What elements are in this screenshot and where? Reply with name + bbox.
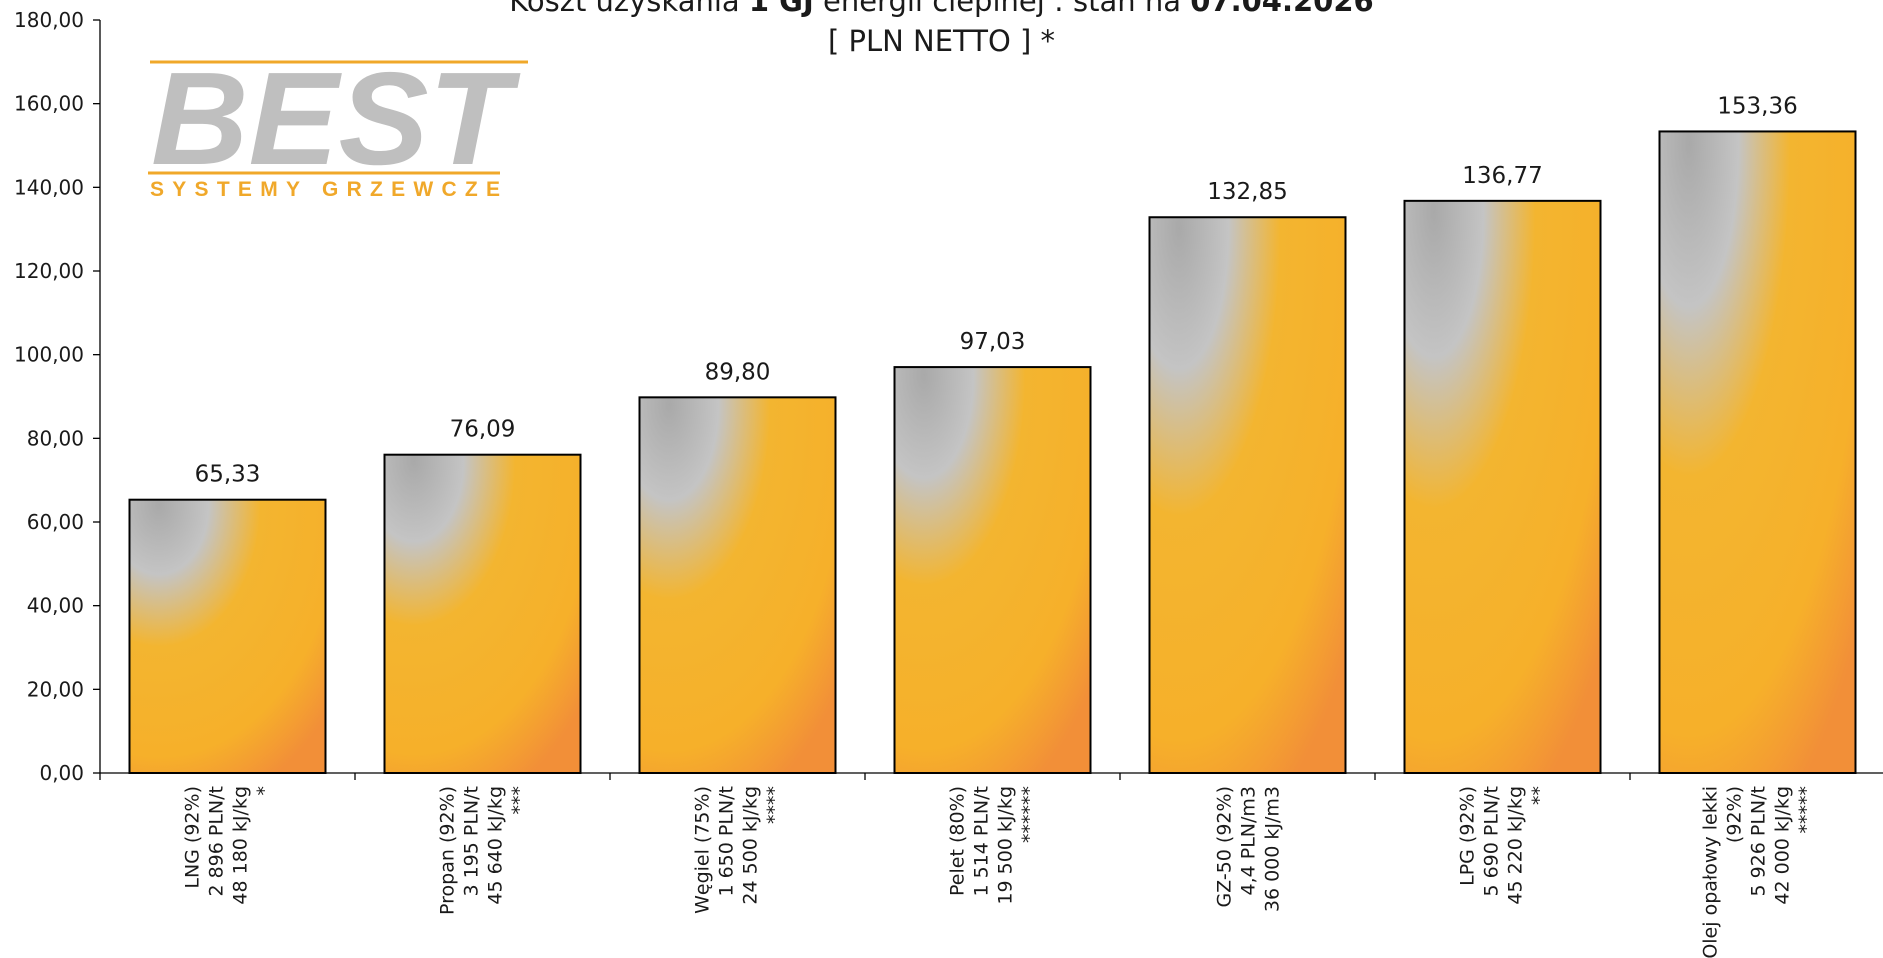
category-label: LNG (92%) 2 896 PLN/t 48 180 kJ/kg *: [182, 786, 276, 905]
y-tick-label: 160,00: [14, 92, 84, 116]
data-label: 76,09: [450, 417, 516, 443]
bar: [638, 396, 837, 774]
y-tick-label: 180,00: [14, 8, 84, 32]
category-label-line: LNG (92%): [182, 786, 204, 889]
y-tick-label: 140,00: [14, 175, 84, 199]
category-label-line: 1 514 PLN/t: [971, 786, 993, 897]
category-label-line: Pelet (80%): [947, 786, 969, 896]
bars: [128, 130, 1857, 775]
y-tick-label: 40,00: [27, 594, 84, 618]
category-label-line: ***: [509, 786, 531, 815]
data-label: 89,80: [705, 359, 771, 385]
category-label-line: 1 650 PLN/t: [716, 786, 738, 897]
category-label-line: (92%): [1724, 786, 1746, 843]
category-label-line: 36 000 kJ/m3: [1262, 786, 1284, 912]
category-label-line: ******: [1019, 786, 1041, 843]
logo-wordmark: BEST: [151, 60, 521, 192]
data-label: 153,36: [1717, 93, 1797, 119]
category-label: Węgiel (75%) 1 650 PLN/t 24 500 kJ/kg ****: [692, 786, 786, 914]
value-labels: 65,33 76,09 89,80 97,03 132,85 136,77 153,36: [195, 93, 1798, 487]
category-label-line: 24 500 kJ/kg: [740, 786, 762, 905]
logo-tagline: SYSTEMY GRZEWCZE: [150, 178, 500, 200]
y-tick-label: 60,00: [27, 510, 84, 534]
title-unit: 1 GJ: [748, 0, 814, 18]
title-prefix: Koszt uzyskania: [509, 0, 749, 18]
category-label: Pelet (80%) 1 514 PLN/t 19 500 kJ/kg ******: [947, 786, 1041, 905]
category-label-line: ****: [764, 786, 786, 824]
category-labels: LNG (92%) 2 896 PLN/t 48 180 kJ/kg * Propan …: [182, 786, 1818, 958]
bar: [1658, 130, 1857, 775]
data-label: 136,77: [1462, 163, 1542, 189]
category-label-line: 5 690 PLN/t: [1481, 786, 1503, 897]
data-label: 65,33: [195, 462, 261, 488]
y-axis: 0,00 20,00 40,00 60,00 80,00 100,00 120,00 140,…: [14, 8, 101, 785]
category-label-line: Węgiel (75%): [692, 786, 714, 914]
y-tick-label: 0,00: [39, 761, 84, 785]
category-label: Propan (92%) 3 195 PLN/t 45 640 kJ/kg ***: [437, 786, 531, 915]
category-label: Olej opałowy lekki (92%) 5 926 PLN/t 42 000…: [1700, 786, 1818, 958]
category-label: LPG (92%) 5 690 PLN/t 45 220 kJ/kg **: [1457, 786, 1551, 905]
category-label-line: 3 195 PLN/t: [461, 786, 483, 897]
category-label-line: 42 000 kJ/kg: [1772, 786, 1794, 905]
category-label-line: *****: [1796, 786, 1818, 834]
bar: [128, 498, 327, 774]
title-date: 07.04.2026: [1190, 0, 1374, 18]
category-label-line: **: [1529, 786, 1551, 805]
category-label-line: 4,4 PLN/m3: [1238, 786, 1260, 896]
bar: [893, 366, 1092, 774]
category-label-line: Olej opałowy lekki: [1700, 786, 1722, 958]
category-label-line: 45 640 kJ/kg: [485, 786, 507, 905]
bar: [383, 453, 582, 774]
chart-subtitle: [ PLN NETTO ] *: [827, 24, 1056, 58]
best-logo: BEST SYSTEMY GRZEWCZE: [148, 60, 528, 200]
bar: [1148, 216, 1347, 775]
title-middle: energii cieplnej : stan na: [813, 0, 1191, 18]
chart-title: Koszt uzyskania 1 GJ energii cieplnej : …: [0, 0, 1883, 18]
category-label-line: 19 500 kJ/kg: [995, 786, 1017, 905]
category-label-line: Propan (92%): [437, 786, 459, 915]
category-label-line: 48 180 kJ/kg: [230, 786, 252, 905]
x-axis: [99, 772, 1883, 780]
y-tick-label: 80,00: [27, 426, 84, 450]
y-tick-label: 20,00: [27, 677, 84, 701]
category-label-line: 2 896 PLN/t: [206, 786, 228, 897]
category-label-line: 5 926 PLN/t: [1748, 786, 1770, 897]
y-tick-label: 100,00: [14, 343, 84, 367]
data-label: 97,03: [960, 329, 1026, 355]
data-label: 132,85: [1207, 179, 1287, 205]
category-label-line: *: [254, 786, 276, 796]
category-label: GZ-50 (92%) 4,4 PLN/m3 36 000 kJ/m3: [1214, 786, 1284, 912]
category-label-line: LPG (92%): [1457, 786, 1479, 886]
category-label-line: 45 220 kJ/kg: [1505, 786, 1527, 905]
category-label-line: GZ-50 (92%): [1214, 786, 1236, 908]
bar: [1403, 199, 1602, 774]
y-tick-label: 120,00: [14, 259, 84, 283]
